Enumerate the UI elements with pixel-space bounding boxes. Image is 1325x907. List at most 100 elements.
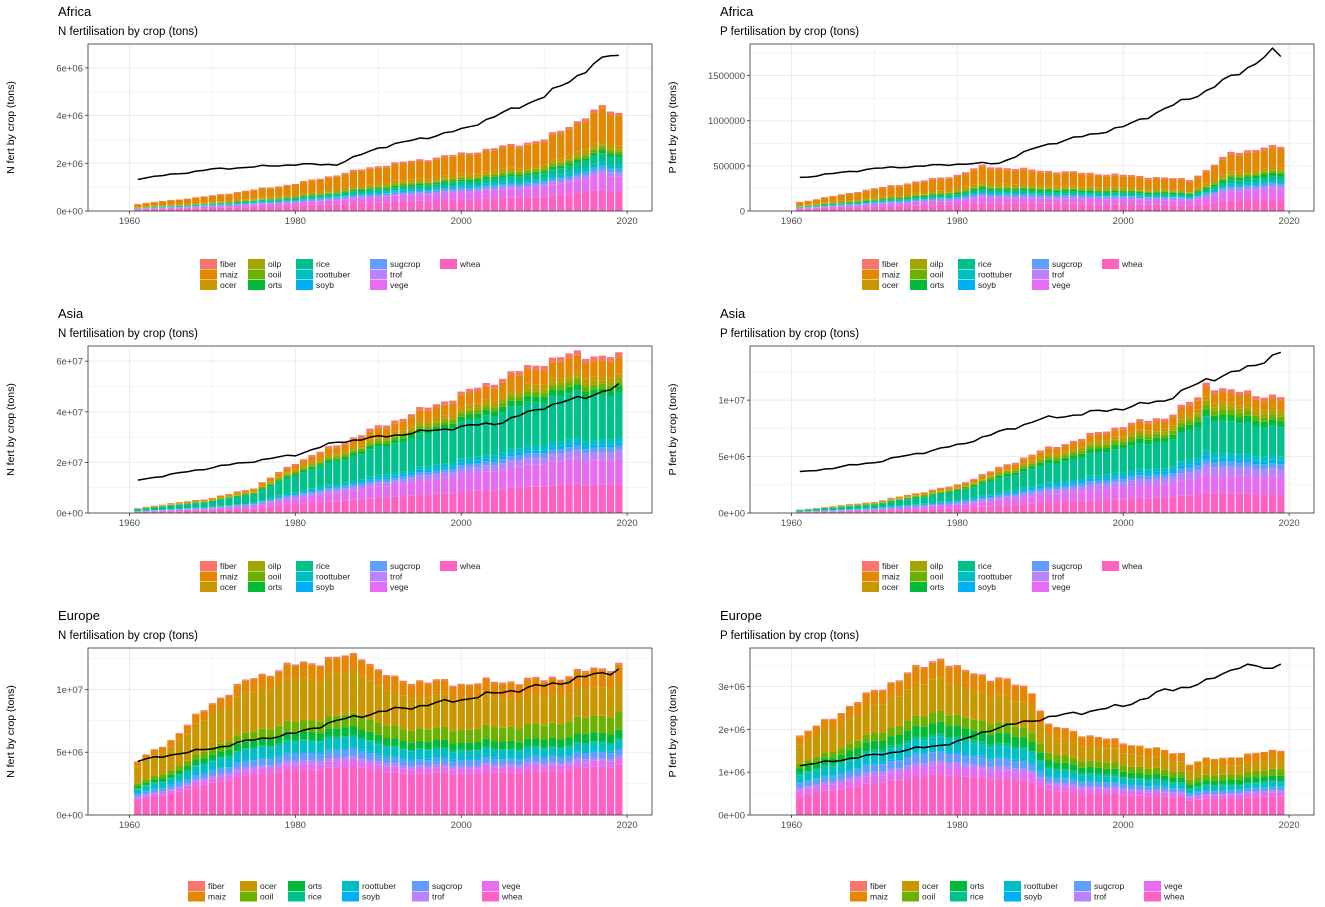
- bar-maiz-1964: [158, 201, 167, 206]
- bar-roottuber-1980: [291, 742, 300, 753]
- bar-whea-1968: [192, 510, 200, 513]
- bar-rice-1994: [1069, 770, 1078, 773]
- bar-sugcrop-1969: [200, 773, 208, 779]
- bar-vege-1974: [241, 205, 250, 208]
- bar-soyb-1978: [937, 502, 945, 504]
- bar-roottuber-1991: [382, 747, 391, 757]
- bar-vege-1995: [1078, 199, 1086, 205]
- bar-whea-1990: [1036, 203, 1044, 211]
- bar-vege-2001: [465, 192, 474, 200]
- bar-fiber-2005: [1161, 418, 1169, 422]
- bar-oilp-2004: [490, 405, 499, 408]
- bar-sugcrop-1977: [266, 202, 275, 204]
- bar-sugcrop-1967: [845, 771, 854, 778]
- bar-whea-1970: [870, 782, 879, 815]
- bar-fiber-1992: [391, 162, 399, 164]
- bar-vege-2002: [1136, 791, 1144, 796]
- bar-vege-1994: [407, 482, 416, 496]
- bar-whea-1996: [1086, 500, 1094, 513]
- bar-whea-1979: [283, 504, 291, 513]
- bar-rice-1969: [200, 763, 208, 765]
- bar-whea-1970: [208, 207, 217, 211]
- bar-sugcrop-2005: [499, 184, 507, 187]
- bar-trof-1990: [374, 761, 382, 765]
- bar-sugcrop-1979: [945, 753, 953, 763]
- bar-ooil-1964: [820, 752, 829, 759]
- bar-ooil-2005: [1161, 434, 1169, 439]
- bar-maiz-1981: [299, 662, 308, 678]
- bar-whea-1973: [233, 776, 241, 815]
- bar-ocer-2007: [515, 700, 523, 729]
- bar-soyb-1995: [416, 190, 424, 191]
- bar-trof-2002: [1136, 198, 1144, 200]
- legend-swatch-whea: [440, 561, 457, 571]
- bar-oilp-2003: [1144, 433, 1152, 437]
- bar-oilp-1998: [440, 178, 449, 180]
- bar-rice-1998: [440, 747, 449, 749]
- bar-whea-1991: [382, 497, 391, 513]
- bar-whea-1987: [1011, 504, 1020, 513]
- bar-maiz-1976: [920, 492, 928, 495]
- bar-maiz-1989: [1028, 171, 1036, 185]
- bar-ooil-1974: [903, 196, 912, 198]
- bar-ocer-1990: [1036, 456, 1044, 459]
- bar-rice-2002: [474, 181, 482, 186]
- bar-fiber-2010: [1202, 757, 1210, 759]
- bar-ooil-1987: [1011, 470, 1020, 473]
- bar-roottuber-1973: [233, 203, 241, 205]
- bar-ooil-2017: [1260, 172, 1268, 175]
- bar-ocer-2005: [1161, 759, 1169, 770]
- bar-maiz-1989: [366, 168, 374, 185]
- bar-ocer-1998: [1102, 187, 1111, 190]
- bar-whea-1979: [945, 775, 953, 815]
- bar-trof-1986: [1003, 496, 1011, 499]
- bar-ooil-1967: [845, 743, 854, 751]
- bar-soyb-2017: [598, 165, 606, 167]
- bar-trof-1979: [945, 504, 953, 506]
- bar-ocer-1982: [970, 690, 978, 720]
- bar-rice-1975: [250, 747, 258, 749]
- bar-trof-1980: [953, 762, 962, 767]
- bar-ooil-1995: [416, 182, 424, 184]
- bar-soyb-2000: [457, 758, 465, 761]
- bar-sugcrop-1987: [349, 748, 358, 757]
- bar-orts-2001: [465, 179, 474, 182]
- bar-fiber-1994: [1069, 730, 1078, 732]
- bar-whea-1987: [1011, 780, 1020, 815]
- bar-sugcrop-1996: [1086, 196, 1094, 198]
- bar-trof-1962: [804, 786, 812, 789]
- bar-sugcrop-1973: [895, 201, 903, 203]
- bar-trof-2012: [1219, 190, 1227, 194]
- bar-fiber-2010: [540, 365, 548, 371]
- bar-oilp-1984: [986, 476, 995, 478]
- legend-label-vege: vege: [390, 280, 409, 290]
- bar-roottuber-1982: [308, 741, 316, 753]
- bar-ooil-1990: [374, 722, 382, 735]
- bar-trof-1964: [158, 791, 167, 794]
- bar-soyb-2018: [606, 444, 615, 448]
- bar-soyb-2002: [1136, 785, 1144, 786]
- bar-ocer-2002: [474, 173, 482, 177]
- bars: [796, 382, 1285, 513]
- bar-ocer-1997: [1094, 440, 1103, 444]
- bar-roottuber-2008: [523, 180, 532, 183]
- bar-soyb-1982: [970, 498, 978, 500]
- bar-sugcrop-1998: [440, 189, 449, 192]
- bar-orts-1985: [995, 732, 1003, 743]
- bar-fiber-1979: [283, 662, 291, 665]
- bar-roottuber-1994: [1069, 772, 1078, 780]
- bar-rice-2019: [1277, 176, 1285, 181]
- bar-orts-1966: [837, 203, 845, 204]
- bar-maiz-1961: [134, 204, 142, 208]
- bar-sugcrop-1979: [283, 496, 291, 498]
- bar-fiber-1971: [217, 697, 225, 699]
- bar-maiz-1993: [1061, 173, 1069, 186]
- bar-vege-2005: [1161, 484, 1169, 498]
- bar-oilp-1978: [937, 192, 945, 194]
- bar-trof-2017: [1260, 469, 1268, 478]
- bar-sugcrop-1984: [324, 198, 333, 200]
- bar-orts-1993: [1061, 762, 1069, 770]
- legend-label-rice: rice: [978, 259, 992, 269]
- bar-sugcrop-1980: [291, 754, 300, 762]
- bar-roottuber-1990: [1036, 484, 1044, 487]
